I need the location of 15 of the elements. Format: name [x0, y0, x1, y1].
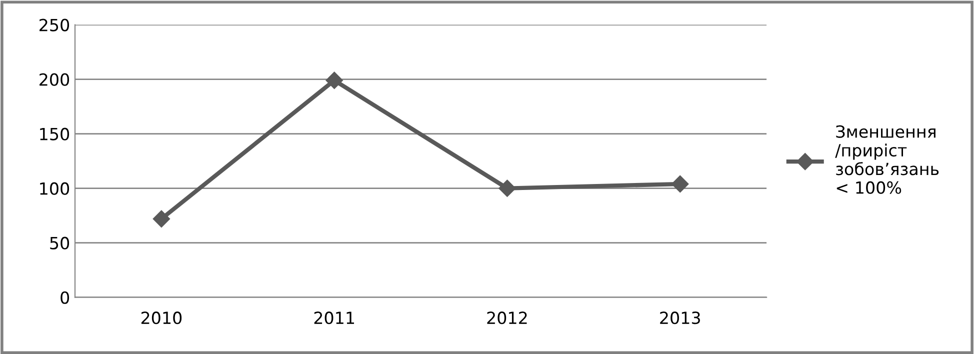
point: [326, 72, 343, 89]
y-tick-label: 100: [40, 182, 70, 195]
y-tick-label: 200: [40, 73, 70, 86]
x-tick-label: 2010: [141, 312, 182, 324]
legend-label: Зменшення /приріст зобов’язань < 100%: [835, 125, 939, 194]
x-tick-label: 2011: [314, 312, 354, 324]
point: [498, 180, 516, 197]
y-tick-label: 250: [40, 18, 70, 32]
y-tick-label: 0: [60, 291, 70, 304]
y-tick-label: 150: [40, 128, 70, 140]
x-tick-label: 2013: [660, 312, 700, 324]
point: [672, 175, 689, 193]
point: [152, 210, 170, 228]
x-tick-label: 2012: [487, 312, 527, 324]
y-tick-label: 50: [50, 236, 70, 250]
